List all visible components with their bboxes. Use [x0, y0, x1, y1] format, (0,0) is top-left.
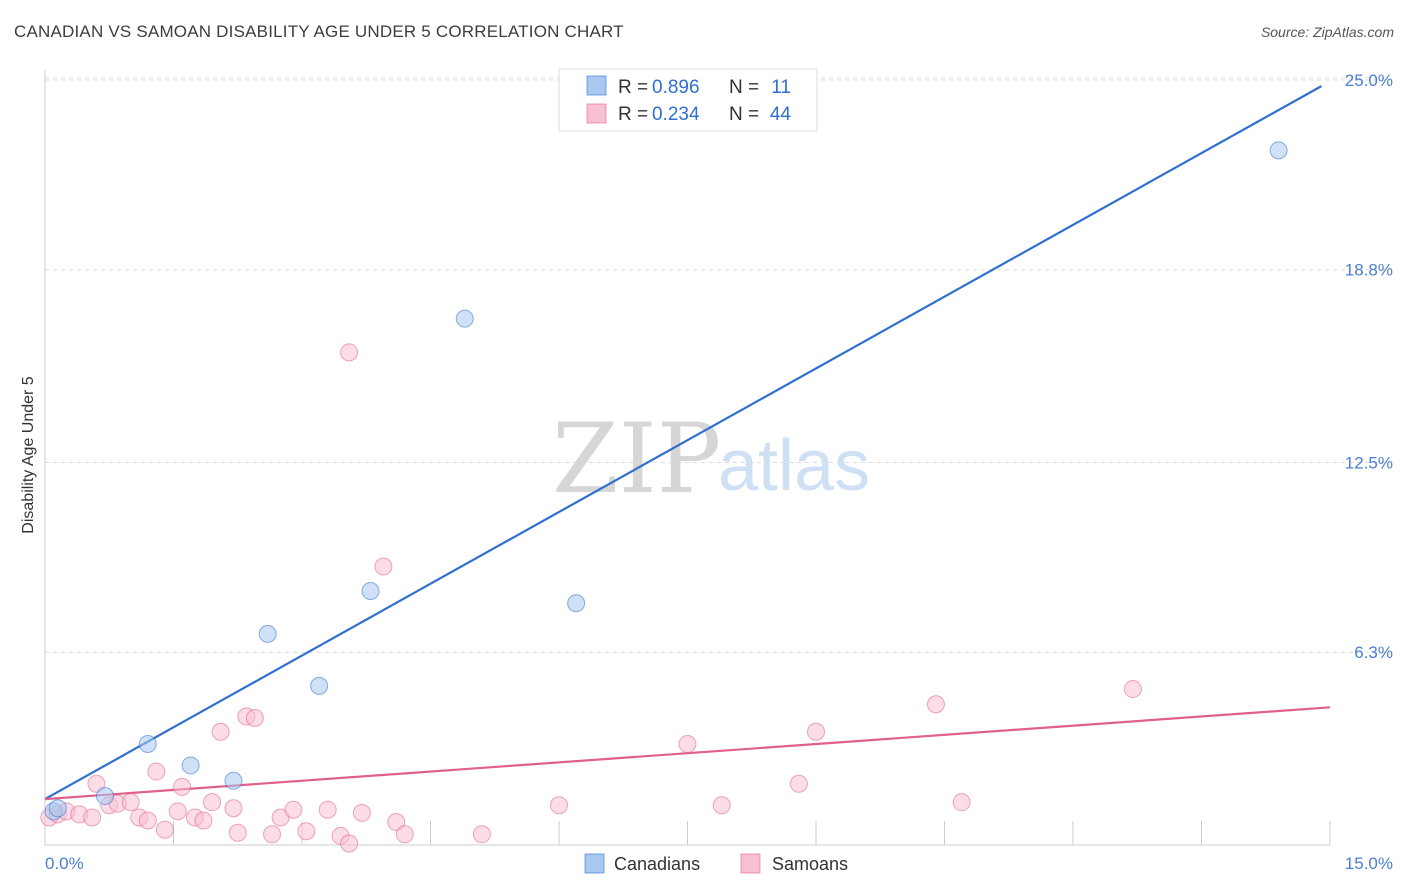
watermark-atlas: atlas [718, 426, 870, 506]
y-tick-label: 12.5% [1345, 454, 1393, 473]
trend-line-samoans [44, 706, 1331, 801]
point-samoans [678, 735, 697, 754]
point-canadians [1269, 141, 1288, 160]
point-samoans [1123, 679, 1142, 698]
point-samoans [550, 796, 568, 815]
point-canadians [258, 624, 277, 643]
point-canadians [455, 309, 474, 328]
point-canadians [310, 676, 329, 695]
point-samoans [228, 823, 247, 842]
point-samoans [472, 825, 491, 844]
point-samoans [340, 834, 359, 853]
point-samoans [147, 762, 166, 781]
trend-lines [44, 85, 1331, 801]
legend-r-label-samoans: R = [618, 104, 648, 125]
point-samoans [374, 557, 393, 576]
watermark-zip: ZIP [552, 403, 721, 515]
point-samoans [318, 800, 337, 819]
bottom-legend-canadians: Canadians [614, 854, 700, 874]
legend-n-label-canadians: N = [729, 77, 759, 98]
trend-line-canadians [44, 85, 1322, 801]
point-samoans [194, 811, 213, 830]
legend-r-value-canadians: 0.896 [652, 77, 700, 98]
point-samoans [121, 793, 140, 812]
point-samoans [245, 709, 264, 728]
legend-n-label-samoans: N = [729, 104, 759, 125]
point-samoans [203, 793, 222, 812]
point-samoans [173, 777, 192, 796]
tick-labels: 6.3% 12.5% 18.8% 25.0% 0.0% 15.0% [45, 71, 1393, 873]
point-samoans [297, 822, 316, 841]
data-points [40, 141, 1288, 853]
point-samoans [224, 799, 243, 818]
point-samoans [352, 803, 371, 822]
point-canadians [48, 799, 67, 818]
point-canadians [567, 594, 586, 613]
x-tick-label-max: 15.0% [1345, 854, 1393, 873]
bottom-legend-samoans: Samoans [772, 854, 848, 874]
legend-swatch-samoans [586, 103, 607, 124]
legend-r-label-canadians: R = [618, 77, 648, 98]
x-tick-label-min: 0.0% [45, 854, 84, 873]
point-samoans [87, 774, 106, 793]
y-tick-label: 18.8% [1345, 261, 1393, 280]
point-samoans [395, 825, 414, 844]
point-canadians [95, 787, 114, 806]
point-samoans [168, 802, 187, 821]
point-samoans [807, 722, 825, 741]
legend-swatch-canadians [586, 75, 607, 96]
legend-n-value-samoans: 44 [770, 104, 792, 125]
point-samoans [926, 695, 945, 714]
point-samoans [211, 722, 230, 741]
point-canadians [361, 582, 380, 601]
chart-title: CANADIAN VS SAMOAN DISABILITY AGE UNDER … [14, 22, 624, 41]
y-tick-label: 6.3% [1354, 643, 1393, 662]
source-label: Source: ZipAtlas.com [1260, 24, 1394, 40]
bottom-legend-swatch-samoans [740, 853, 761, 874]
legend-top: R = 0.896 N = 11 R = 0.234 N = 44 [558, 68, 818, 132]
point-samoans [155, 820, 174, 839]
point-samoans [284, 800, 303, 819]
bottom-legend-swatch-canadians [584, 853, 605, 874]
y-axis-label: Disability Age Under 5 [20, 376, 37, 534]
point-samoans [83, 808, 102, 827]
point-samoans [387, 813, 406, 832]
legend-bottom: Canadians Samoans [584, 853, 848, 874]
point-canadians [224, 771, 243, 790]
point-canadians [181, 756, 200, 775]
point-samoans [712, 796, 731, 815]
point-samoans [340, 343, 359, 362]
point-canadians [138, 735, 157, 754]
grid [45, 77, 1390, 653]
point-samoans [952, 793, 971, 812]
y-tick-label: 25.0% [1345, 71, 1393, 90]
point-samoans [789, 774, 808, 793]
point-samoans [138, 811, 157, 830]
legend-n-value-canadians: 11 [771, 77, 791, 98]
legend-r-value-samoans: 0.234 [652, 104, 700, 125]
point-samoans [263, 825, 282, 844]
